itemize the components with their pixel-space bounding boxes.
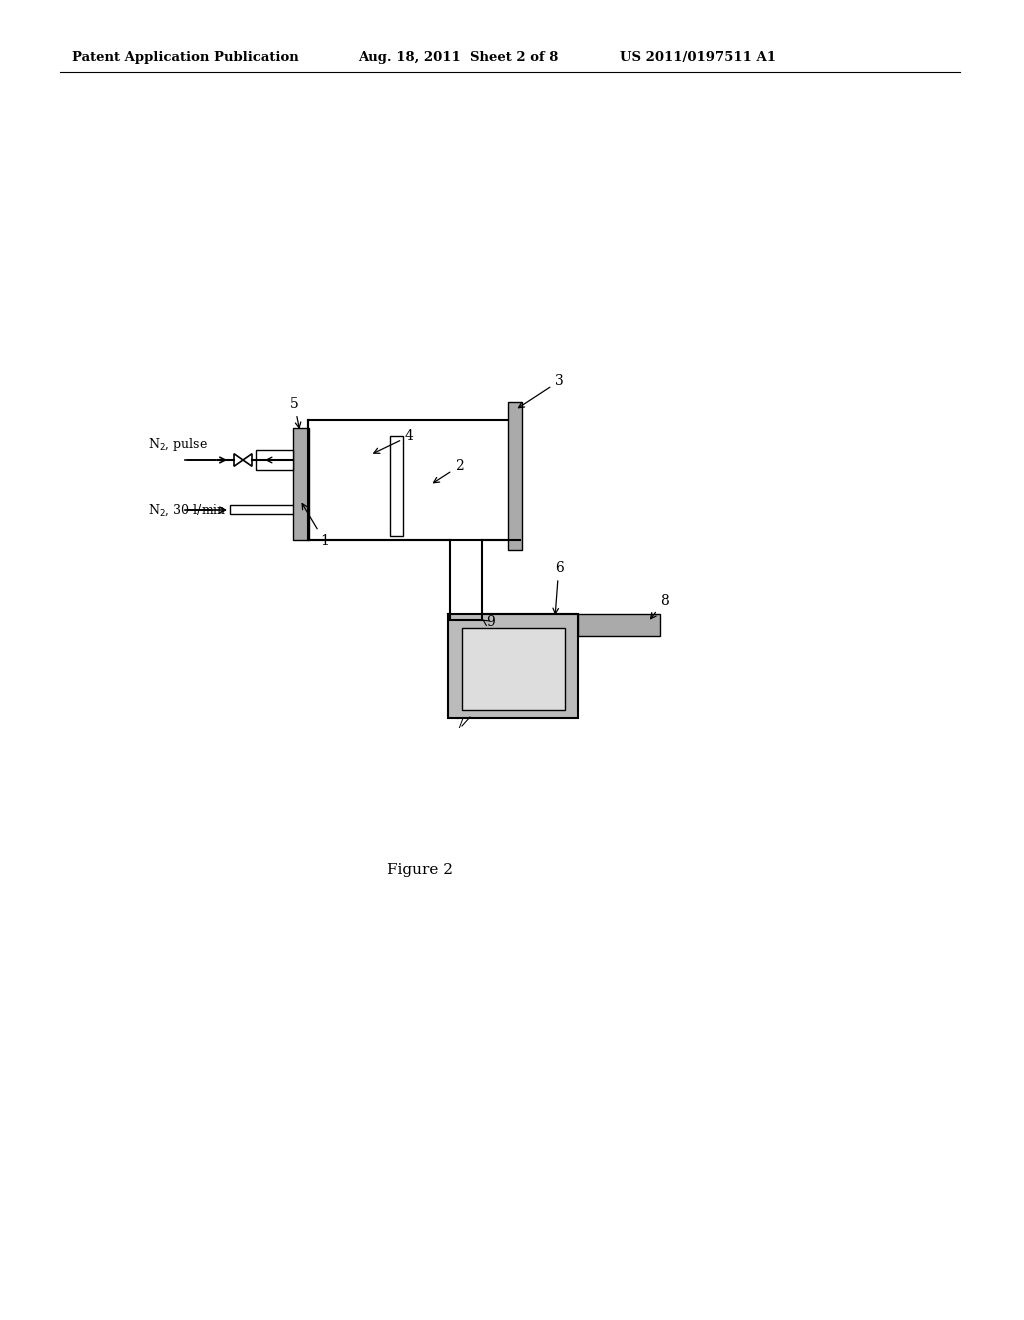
Text: 2: 2 (433, 459, 464, 483)
Text: 9: 9 (486, 615, 495, 630)
Text: Patent Application Publication: Patent Application Publication (72, 51, 299, 65)
Text: 3: 3 (518, 374, 564, 408)
Bar (578, 614, 660, 636)
Bar (462, 628, 565, 710)
Polygon shape (243, 454, 252, 466)
Text: 4: 4 (374, 429, 414, 453)
Text: US 2011/0197511 A1: US 2011/0197511 A1 (620, 51, 776, 65)
Bar (449, 614, 578, 718)
Bar (256, 450, 293, 470)
Bar (293, 428, 309, 540)
Text: 5: 5 (290, 397, 301, 428)
Polygon shape (234, 454, 243, 466)
Text: Aug. 18, 2011  Sheet 2 of 8: Aug. 18, 2011 Sheet 2 of 8 (358, 51, 558, 65)
Bar (508, 403, 522, 550)
Bar (230, 506, 296, 513)
Bar (308, 420, 520, 540)
Bar (390, 436, 403, 536)
Text: N$_2$, pulse: N$_2$, pulse (148, 436, 208, 453)
Text: Figure 2: Figure 2 (387, 863, 453, 876)
Text: 8: 8 (650, 594, 669, 619)
Text: N$_2$, 30 l/min: N$_2$, 30 l/min (148, 503, 226, 517)
Text: 7: 7 (456, 717, 465, 731)
Text: 1: 1 (302, 504, 329, 548)
Text: 6: 6 (555, 561, 564, 576)
